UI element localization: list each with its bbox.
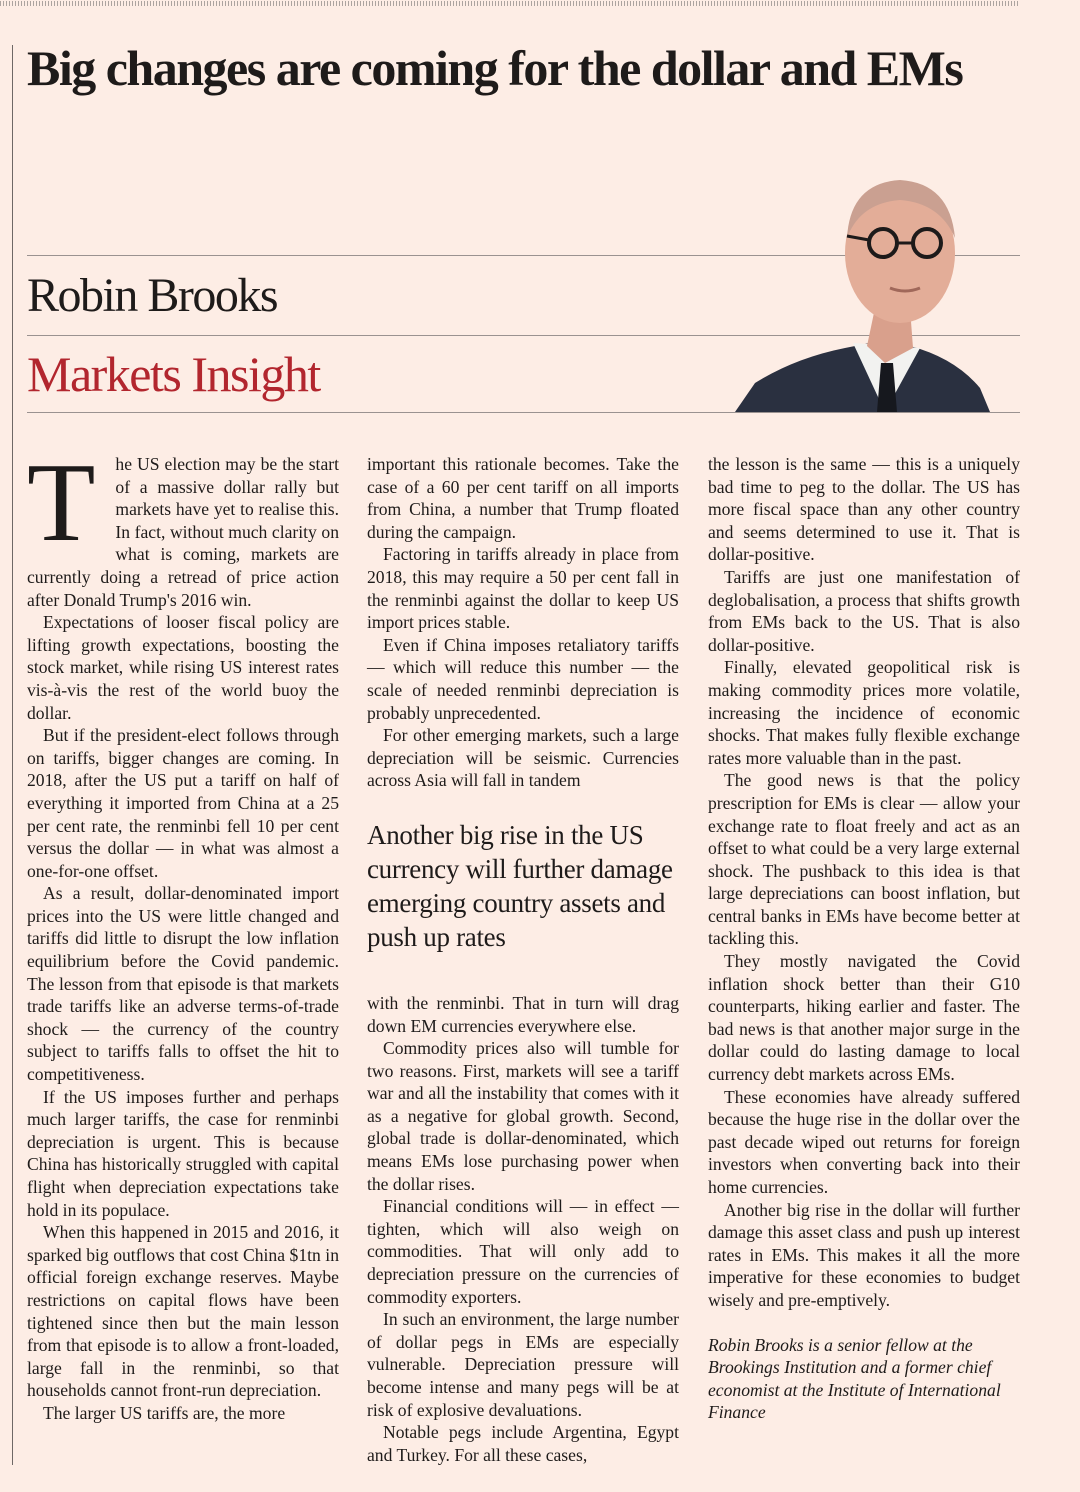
headline: Big changes are coming for the dollar an… <box>27 40 964 96</box>
paragraph: Factoring in tariffs already in place fr… <box>367 544 679 633</box>
paragraph: Commodity prices also will tumble for tw… <box>367 1038 679 1194</box>
paragraph: These economies have already suffered be… <box>708 1086 1020 1197</box>
paragraph: Even if China imposes retaliatory tariff… <box>367 634 679 723</box>
article-column-2: important this rationale becomes. Take t… <box>367 453 679 1466</box>
paragraph: the lesson is the same — this is a uniqu… <box>708 454 1020 565</box>
paragraph: with the renminbi. That in turn will dra… <box>367 992 679 1036</box>
left-rule <box>12 45 13 1465</box>
divider <box>27 335 1020 336</box>
pull-quote: Another big rise in the US currency will… <box>367 819 673 952</box>
divider <box>27 412 1020 413</box>
paragraph: The good news is that the policy prescri… <box>708 770 1020 949</box>
paragraph: Finally, elevated geopolitical risk is m… <box>708 657 1020 768</box>
paragraph: Tariffs are just one manifestation of de… <box>708 566 1020 655</box>
paragraph: For other emerging markets, such a large… <box>367 725 679 791</box>
top-dotted-border <box>0 1 1020 6</box>
paragraph: But if the president-elect follows throu… <box>27 725 339 881</box>
paragraph: The larger US tariffs are, the more <box>43 1402 286 1423</box>
paragraph: If the US imposes further and perhaps mu… <box>27 1086 339 1220</box>
paragraph: As a result, dollar-denominated import p… <box>27 883 339 1085</box>
article-column-3: the lesson is the same — this is a uniqu… <box>708 453 1020 1424</box>
column-name: Markets Insight <box>27 346 321 402</box>
paragraph: Another big rise in the dollar will furt… <box>708 1199 1020 1310</box>
author-bio: Robin Brooks is a senior fellow at the B… <box>708 1334 1001 1423</box>
paragraph: They mostly navigated the Covid inflatio… <box>708 951 1020 1085</box>
paragraph: When this happened in 2015 and 2016, it … <box>27 1222 339 1401</box>
paragraph: he US election may be the start of a mas… <box>27 454 339 610</box>
paragraph: important this rationale becomes. Take t… <box>367 454 679 542</box>
paragraph: Notable pegs include Argentina, Egypt an… <box>367 1422 679 1465</box>
article-column-1: T he US election may be the start of a m… <box>27 441 339 1425</box>
paragraph: In such an environment, the large number… <box>367 1309 679 1420</box>
author-name: Robin Brooks <box>27 269 279 322</box>
paragraph: Expectations of looser fiscal policy are… <box>27 612 339 723</box>
drop-cap: T <box>27 441 96 565</box>
divider <box>27 255 1020 256</box>
author-photo <box>735 180 990 412</box>
paragraph: Financial conditions will — in effect — … <box>367 1196 679 1307</box>
